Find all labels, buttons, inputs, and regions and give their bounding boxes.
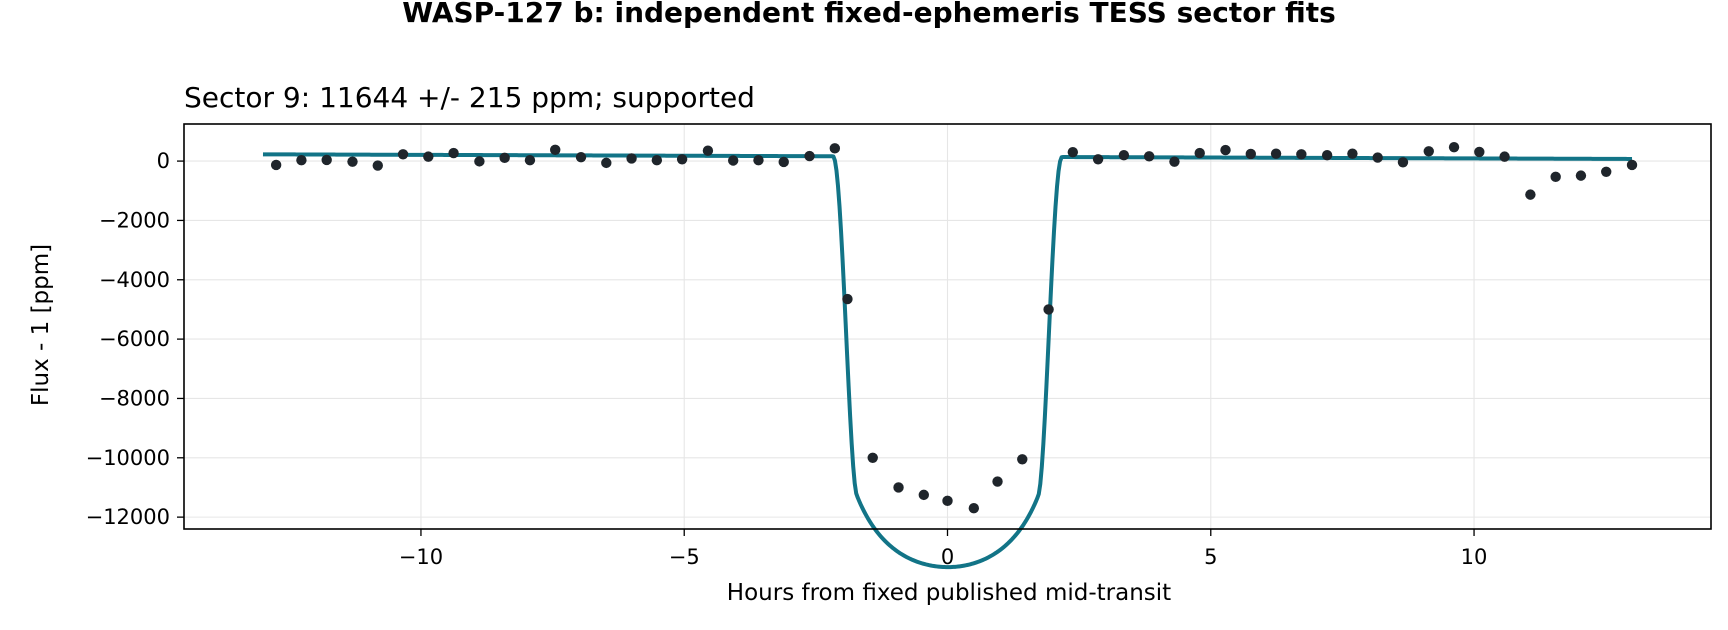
y-tick-label: −12000: [86, 505, 170, 529]
y-tick-label: 0: [157, 149, 170, 173]
x-axis-ticks: −10 −5 0 5 10: [399, 529, 1488, 569]
grid: [184, 124, 1711, 529]
data-point: [842, 293, 853, 305]
data-point: [575, 152, 587, 163]
data-point: [448, 147, 459, 159]
data-point: [601, 157, 612, 169]
data-point: [702, 145, 714, 156]
data-point: [1321, 149, 1333, 161]
data-point: [296, 154, 307, 166]
y-axis-ticks: 0 −2000 −4000 −6000 −8000 −10000 −12000: [86, 149, 184, 529]
data-point: [676, 154, 688, 165]
data-point: [550, 144, 561, 156]
data-point: [1118, 149, 1130, 161]
y-tick-label: −2000: [99, 208, 170, 232]
data-point: [397, 149, 409, 160]
x-tick-label: 10: [1461, 545, 1488, 569]
data-point: [1601, 166, 1612, 177]
y-tick-label: −4000: [99, 268, 170, 292]
data-point: [1474, 146, 1485, 158]
y-tick-label: −10000: [86, 446, 170, 470]
y-tick-label: −6000: [99, 327, 170, 351]
data-point: [1296, 149, 1307, 160]
data-point: [1423, 146, 1434, 157]
data-point: [1169, 156, 1180, 167]
data-point: [1575, 170, 1587, 181]
x-tick-label: −5: [669, 545, 700, 569]
data-point: [778, 156, 789, 168]
data-point: [942, 495, 953, 507]
data-points-layer: [270, 141, 1638, 514]
data-point: [372, 160, 383, 171]
data-point: [1347, 148, 1358, 159]
data-point: [968, 503, 980, 514]
data-point: [804, 150, 815, 162]
data-point: [1092, 154, 1104, 165]
data-point: [499, 152, 510, 164]
data-point: [727, 155, 739, 166]
data-point: [321, 154, 332, 166]
data-point: [1245, 148, 1256, 160]
data-point: [1397, 157, 1409, 168]
data-point: [1220, 144, 1231, 156]
data-point: [893, 482, 904, 493]
data-point: [270, 159, 282, 171]
data-point: [1043, 304, 1054, 315]
data-point: [1067, 146, 1079, 158]
y-tick-label: −8000: [99, 386, 170, 410]
data-point: [347, 156, 358, 167]
data-point: [423, 151, 434, 162]
data-point: [626, 153, 637, 164]
data-point: [1194, 147, 1205, 159]
data-point: [474, 156, 485, 167]
x-tick-label: 0: [941, 545, 954, 569]
x-axis-label: Hours from fixed published mid-transit: [727, 580, 1171, 606]
axes-title: Sector 9: 11644 +/- 215 ppm; supported: [184, 81, 755, 114]
data-point: [753, 154, 764, 166]
data-point: [1550, 171, 1561, 183]
y-axis-label: Flux - 1 [ppm]: [28, 244, 54, 406]
data-point: [829, 143, 841, 154]
figure-title: WASP-127 b: independent fixed-ephemeris …: [402, 0, 1336, 29]
data-point: [1270, 148, 1282, 159]
data-point: [524, 154, 536, 166]
data-point: [1372, 152, 1383, 163]
data-point: [1143, 151, 1155, 162]
data-point: [1448, 141, 1460, 153]
data-point: [918, 489, 930, 501]
data-point: [992, 476, 1003, 487]
x-tick-label: 5: [1204, 545, 1217, 569]
data-point: [1499, 151, 1510, 162]
data-point: [1626, 159, 1638, 171]
data-point: [1017, 454, 1028, 465]
data-point: [867, 452, 878, 463]
x-tick-label: −10: [399, 545, 443, 569]
data-point: [651, 154, 663, 166]
data-point: [1525, 189, 1536, 200]
